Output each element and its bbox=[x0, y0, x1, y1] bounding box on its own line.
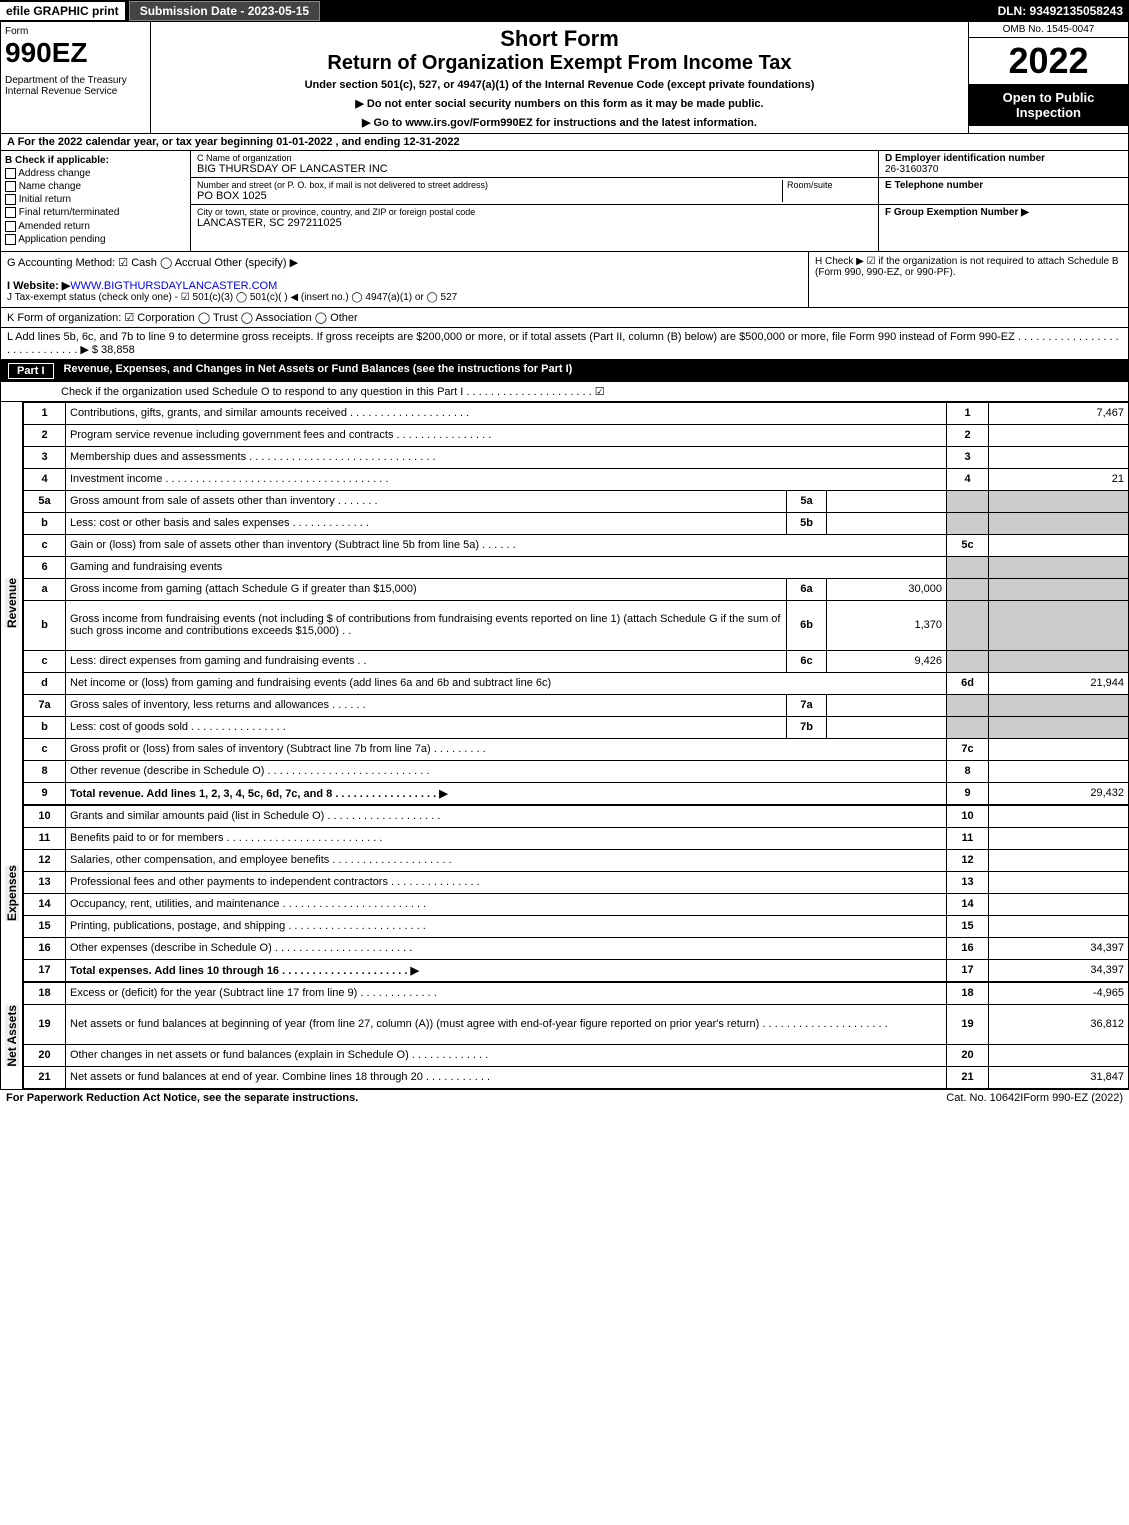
tax-year: 2022 bbox=[969, 38, 1128, 84]
revenue-section: Revenue 1Contributions, gifts, grants, a… bbox=[0, 402, 1129, 805]
revenue-side-label: Revenue bbox=[5, 578, 19, 628]
header-left: Form 990EZ Department of the Treasury In… bbox=[1, 22, 151, 133]
expenses-table: 10Grants and similar amounts paid (list … bbox=[23, 805, 1129, 982]
header-right: OMB No. 1545-0047 2022 Open to Public In… bbox=[968, 22, 1128, 133]
line-21: 21Net assets or fund balances at end of … bbox=[24, 1066, 1129, 1088]
line-14: 14Occupancy, rent, utilities, and mainte… bbox=[24, 893, 1129, 915]
omb-number: OMB No. 1545-0047 bbox=[969, 22, 1128, 38]
line-16: 16Other expenses (describe in Schedule O… bbox=[24, 937, 1129, 959]
org-name: BIG THURSDAY OF LANCASTER INC bbox=[197, 163, 872, 175]
check-initial-return[interactable]: Initial return bbox=[5, 194, 186, 205]
line-6d: dNet income or (loss) from gaming and fu… bbox=[24, 672, 1129, 694]
check-name-change[interactable]: Name change bbox=[5, 181, 186, 192]
row-k: K Form of organization: ☑ Corporation ◯ … bbox=[0, 308, 1129, 328]
line-6a: aGross income from gaming (attach Schedu… bbox=[24, 578, 1129, 600]
instruct-goto: ▶ Go to www.irs.gov/Form990EZ for instru… bbox=[159, 116, 960, 129]
street-label: Number and street (or P. O. box, if mail… bbox=[197, 180, 782, 190]
street-value: PO BOX 1025 bbox=[197, 190, 782, 202]
short-form-title: Short Form bbox=[159, 26, 960, 52]
part-1-title: Revenue, Expenses, and Changes in Net As… bbox=[64, 363, 573, 379]
line-7b: bLess: cost of goods sold . . . . . . . … bbox=[24, 716, 1129, 738]
line-5a: 5aGross amount from sale of assets other… bbox=[24, 490, 1129, 512]
open-to-public: Open to Public Inspection bbox=[969, 84, 1128, 126]
line-6b: bGross income from fundraising events (n… bbox=[24, 600, 1129, 650]
city-label: City or town, state or province, country… bbox=[197, 207, 872, 217]
part-1-header: Part I Revenue, Expenses, and Changes in… bbox=[0, 360, 1129, 382]
tax-exempt-status: J Tax-exempt status (check only one) - ☑… bbox=[7, 292, 802, 303]
form-label: Form bbox=[5, 26, 146, 37]
section-c: C Name of organization BIG THURSDAY OF L… bbox=[191, 151, 878, 251]
line-6c: cLess: direct expenses from gaming and f… bbox=[24, 650, 1129, 672]
submission-date: Submission Date - 2023-05-15 bbox=[129, 1, 320, 21]
part-1-label: Part I bbox=[8, 363, 54, 379]
footer-paperwork: For Paperwork Reduction Act Notice, see … bbox=[6, 1092, 946, 1104]
line-15: 15Printing, publications, postage, and s… bbox=[24, 915, 1129, 937]
section-bcdef: B Check if applicable: Address change Na… bbox=[0, 151, 1129, 252]
line-12: 12Salaries, other compensation, and empl… bbox=[24, 849, 1129, 871]
check-address-change[interactable]: Address change bbox=[5, 168, 186, 179]
line-4: 4Investment income . . . . . . . . . . .… bbox=[24, 468, 1129, 490]
row-h: H Check ▶ ☑ if the organization is not r… bbox=[808, 252, 1128, 307]
footer: For Paperwork Reduction Act Notice, see … bbox=[0, 1089, 1129, 1106]
line-9: 9Total revenue. Add lines 1, 2, 3, 4, 5c… bbox=[24, 782, 1129, 804]
line-18: 18Excess or (deficit) for the year (Subt… bbox=[24, 982, 1129, 1004]
check-final-return[interactable]: Final return/terminated bbox=[5, 207, 186, 218]
line-2: 2Program service revenue including gover… bbox=[24, 424, 1129, 446]
row-gh: G Accounting Method: ☑ Cash ◯ Accrual Ot… bbox=[0, 252, 1129, 308]
net-assets-table: 18Excess or (deficit) for the year (Subt… bbox=[23, 982, 1129, 1089]
line-20: 20Other changes in net assets or fund ba… bbox=[24, 1044, 1129, 1066]
dln-label: DLN: 93492135058243 bbox=[998, 4, 1129, 18]
form-number: 990EZ bbox=[5, 37, 146, 69]
check-amended-return[interactable]: Amended return bbox=[5, 221, 186, 232]
line-3: 3Membership dues and assessments . . . .… bbox=[24, 446, 1129, 468]
ein-label: D Employer identification number bbox=[885, 153, 1045, 164]
accounting-method: G Accounting Method: ☑ Cash ◯ Accrual Ot… bbox=[7, 256, 802, 269]
form-header: Form 990EZ Department of the Treasury In… bbox=[0, 22, 1129, 134]
revenue-table: 1Contributions, gifts, grants, and simil… bbox=[23, 402, 1129, 805]
line-10: 10Grants and similar amounts paid (list … bbox=[24, 805, 1129, 827]
section-b: B Check if applicable: Address change Na… bbox=[1, 151, 191, 251]
group-exemption-label: F Group Exemption Number ▶ bbox=[885, 207, 1029, 218]
line-5b: bLess: cost or other basis and sales exp… bbox=[24, 512, 1129, 534]
instruct-ssn: ▶ Do not enter social security numbers o… bbox=[159, 97, 960, 110]
line-5c: cGain or (loss) from sale of assets othe… bbox=[24, 534, 1129, 556]
footer-form: Form 990-EZ (2022) bbox=[1023, 1092, 1123, 1104]
return-title: Return of Organization Exempt From Incom… bbox=[159, 52, 960, 75]
line-7c: cGross profit or (loss) from sales of in… bbox=[24, 738, 1129, 760]
website-row: I Website: ▶WWW.BIGTHURSDAYLANCASTER.COM bbox=[7, 279, 802, 292]
department-label: Department of the Treasury Internal Reve… bbox=[5, 75, 146, 97]
line-8: 8Other revenue (describe in Schedule O) … bbox=[24, 760, 1129, 782]
check-if-applicable-label: B Check if applicable: bbox=[5, 155, 186, 166]
line-6: 6Gaming and fundraising events bbox=[24, 556, 1129, 578]
subtitle: Under section 501(c), 527, or 4947(a)(1)… bbox=[159, 79, 960, 91]
line-11: 11Benefits paid to or for members . . . … bbox=[24, 827, 1129, 849]
line-7a: 7aGross sales of inventory, less returns… bbox=[24, 694, 1129, 716]
line-17: 17Total expenses. Add lines 10 through 1… bbox=[24, 959, 1129, 981]
part-1-check: Check if the organization used Schedule … bbox=[0, 382, 1129, 402]
expenses-section: Expenses 10Grants and similar amounts pa… bbox=[0, 805, 1129, 982]
telephone-label: E Telephone number bbox=[885, 180, 983, 191]
ein-value: 26-3160370 bbox=[885, 164, 938, 175]
city-value: LANCASTER, SC 297211025 bbox=[197, 217, 872, 229]
net-assets-section: Net Assets 18Excess or (deficit) for the… bbox=[0, 982, 1129, 1089]
row-l: L Add lines 5b, 6c, and 7b to line 9 to … bbox=[0, 328, 1129, 360]
line-19: 19Net assets or fund balances at beginni… bbox=[24, 1004, 1129, 1044]
header-middle: Short Form Return of Organization Exempt… bbox=[151, 22, 968, 133]
check-application-pending[interactable]: Application pending bbox=[5, 234, 186, 245]
line-1: 1Contributions, gifts, grants, and simil… bbox=[24, 402, 1129, 424]
org-name-label: C Name of organization bbox=[197, 153, 872, 163]
net-assets-side-label: Net Assets bbox=[5, 1005, 19, 1067]
room-suite-label: Room/suite bbox=[787, 180, 872, 190]
website-link[interactable]: WWW.BIGTHURSDAYLANCASTER.COM bbox=[70, 280, 277, 292]
section-def: D Employer identification number 26-3160… bbox=[878, 151, 1128, 251]
efile-print-label[interactable]: efile GRAPHIC print bbox=[0, 2, 125, 20]
line-13: 13Professional fees and other payments t… bbox=[24, 871, 1129, 893]
top-bar: efile GRAPHIC print Submission Date - 20… bbox=[0, 0, 1129, 22]
expenses-side-label: Expenses bbox=[5, 865, 19, 921]
row-a-tax-year: A For the 2022 calendar year, or tax yea… bbox=[0, 134, 1129, 151]
footer-catno: Cat. No. 10642I bbox=[946, 1092, 1023, 1104]
